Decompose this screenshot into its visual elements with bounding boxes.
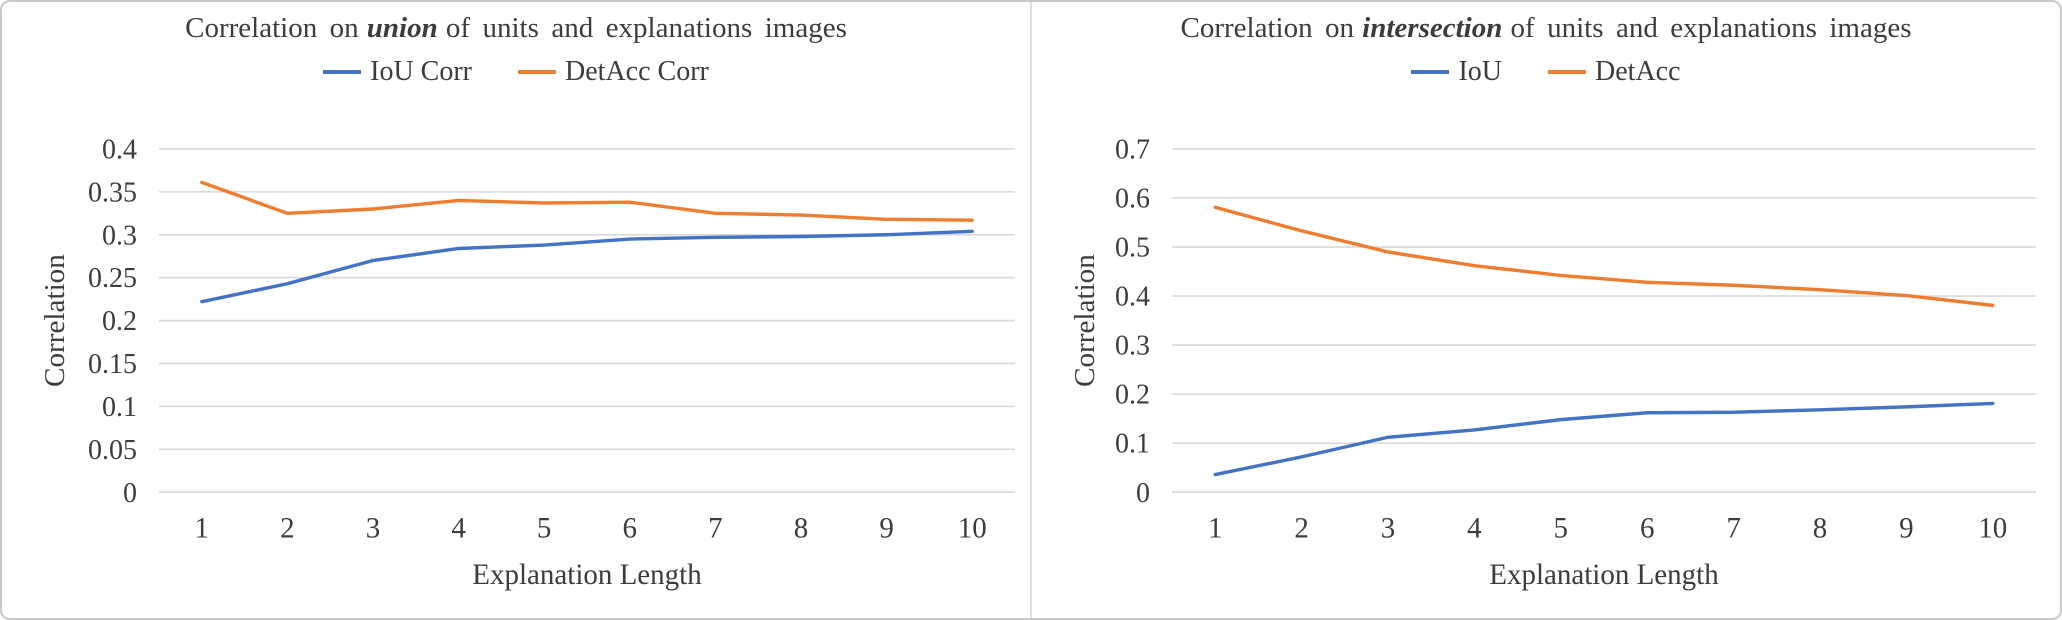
chart-panel-intersection: Correlation on intersection of units and e… xyxy=(1032,2,2060,618)
x-tick-label: 7 xyxy=(708,512,722,544)
chart-legend: IoU Corr DetAcc Corr xyxy=(2,56,1030,88)
line-chart-intersection: 0 0.1 0.2 0.3 0.4 0.5 0.6 0.7 1 2 3 4 5 6 7 8 9 10 Explana… xyxy=(1069,134,2036,591)
chart-panel-union: Correlation on union of units and explanat… xyxy=(2,2,1032,618)
legend-item-detacc-corr: DetAcc Corr xyxy=(518,56,709,88)
y-tick-label: 0.7 xyxy=(1115,134,1150,165)
x-tick-label: 5 xyxy=(1554,512,1568,544)
legend-line-swatch xyxy=(1411,70,1450,74)
x-tick-label: 2 xyxy=(1294,512,1308,544)
y-tick-label: 0.35 xyxy=(88,177,137,208)
legend-line-swatch xyxy=(323,70,362,74)
chart-title-suffix: of units and explanations images xyxy=(1510,12,1912,44)
y-tick-label: 0 xyxy=(123,478,137,509)
chart-title-prefix: Correlation on xyxy=(1180,12,1355,44)
y-tick-label: 0.05 xyxy=(88,435,137,466)
y-axis-title: Correlation xyxy=(1069,254,1101,387)
y-tick-label: 0.1 xyxy=(102,392,137,423)
x-tick-label: 2 xyxy=(280,512,294,544)
chart-title-emphasis: intersection xyxy=(1362,12,1503,44)
line-chart-union: 0 0.05 0.1 0.15 0.2 0.25 0.3 0.35 0.4 1 2 3 4 5 6 7 8 9 10… xyxy=(39,134,1015,591)
y-tick-label: 0.2 xyxy=(1115,380,1150,411)
y-tick-label: 0.4 xyxy=(102,134,137,165)
legend-item-iou: IoU xyxy=(1411,56,1502,88)
x-axis-title: Explanation Length xyxy=(472,559,702,591)
y-tick-label: 0.25 xyxy=(88,263,137,294)
y-tick-label: 0.2 xyxy=(102,306,137,337)
legend-label: IoU xyxy=(1458,56,1503,87)
x-tick-label: 6 xyxy=(623,512,637,544)
x-tick-label: 4 xyxy=(451,512,466,544)
y-tick-label: 0 xyxy=(1136,478,1150,509)
legend-line-swatch xyxy=(1548,70,1587,74)
legend-line-swatch xyxy=(518,70,557,74)
y-tick-label: 0.4 xyxy=(1115,282,1150,313)
series-line-iou xyxy=(1213,401,1995,477)
y-tick-label: 0.5 xyxy=(1115,233,1150,264)
y-tick-label: 0.1 xyxy=(1115,429,1150,460)
chart-title-prefix: Correlation on xyxy=(185,12,359,44)
x-tick-label: 9 xyxy=(879,512,893,544)
y-tick-label: 0.6 xyxy=(1115,183,1150,214)
y-tick-label: 0.3 xyxy=(102,220,137,251)
chart-title-emphasis: union xyxy=(366,12,438,44)
chart-title: Correlation on union of units and explanat… xyxy=(2,12,1030,45)
series-line-iou-corr xyxy=(200,229,974,304)
x-tick-label: 10 xyxy=(958,512,987,544)
legend-item-iou-corr: IoU Corr xyxy=(323,56,472,88)
x-tick-label: 8 xyxy=(1813,512,1827,544)
legend-item-detacc: DetAcc xyxy=(1548,56,1681,88)
y-axis-title: Correlation xyxy=(39,254,71,387)
y-tick-label: 0.15 xyxy=(88,349,137,380)
x-tick-label: 4 xyxy=(1467,512,1482,544)
legend-label: DetAcc xyxy=(1595,56,1681,87)
x-tick-label: 1 xyxy=(1208,512,1222,544)
x-axis-title: Explanation Length xyxy=(1489,559,1719,591)
x-tick-label: 6 xyxy=(1640,512,1654,544)
series-line-detacc xyxy=(1213,205,1995,308)
x-tick-label: 7 xyxy=(1726,512,1740,544)
x-tick-label: 3 xyxy=(1381,512,1395,544)
x-tick-label: 8 xyxy=(794,512,808,544)
x-tick-label: 1 xyxy=(195,512,209,544)
x-tick-label: 5 xyxy=(537,512,551,544)
chart-title: Correlation on intersection of units and e… xyxy=(1032,12,2060,45)
x-tick-label: 9 xyxy=(1899,512,1913,544)
chart-title-suffix: of units and explanations images xyxy=(445,12,847,44)
legend-label: DetAcc Corr xyxy=(565,56,709,87)
chart-legend: IoU DetAcc xyxy=(1032,56,2060,88)
y-tick-label: 0.3 xyxy=(1115,331,1150,362)
legend-label: IoU Corr xyxy=(370,56,473,87)
x-tick-label: 3 xyxy=(366,512,380,544)
series-line-detacc-corr xyxy=(200,180,974,222)
x-tick-label: 10 xyxy=(1978,512,2007,544)
